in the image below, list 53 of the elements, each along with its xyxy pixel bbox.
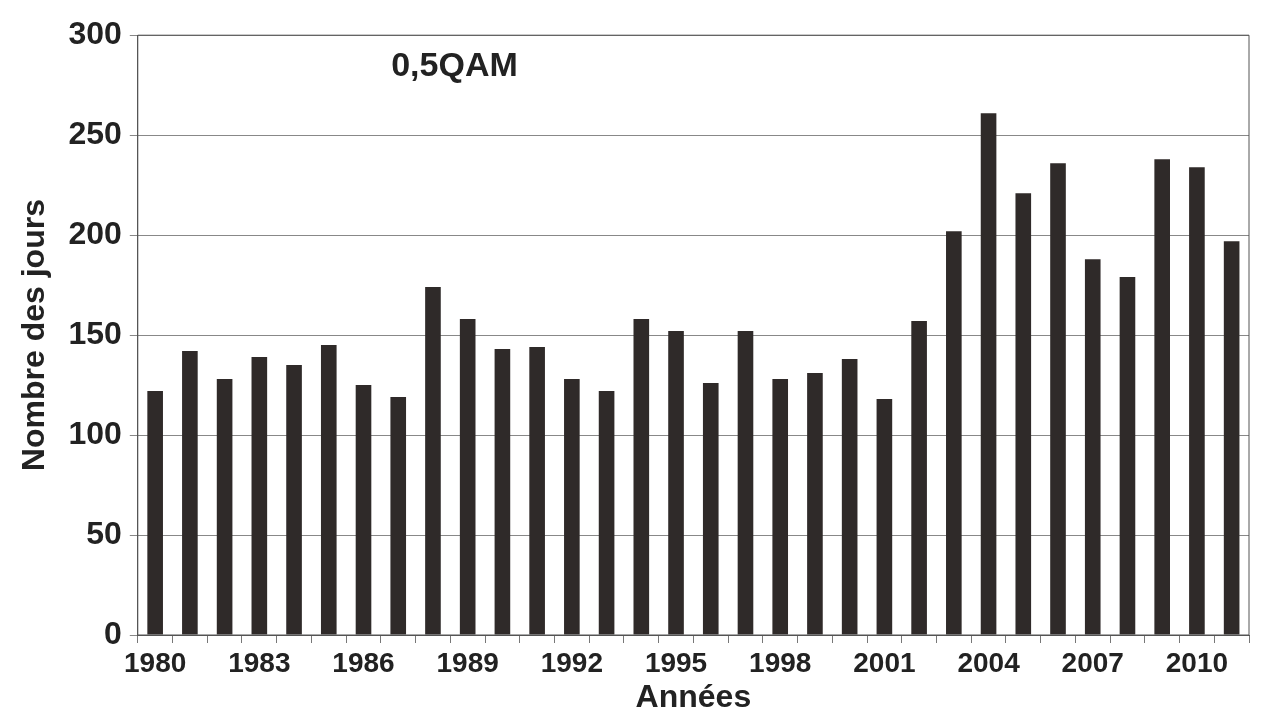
bar [1084,259,1101,635]
bar [1189,167,1205,635]
bar [980,113,997,635]
x-tick-label: 1980 [124,646,187,678]
y-tick-label: 300 [68,15,122,52]
bar [1050,163,1066,635]
x-tick-label: 1992 [540,646,604,678]
x-tick-label: 1995 [644,646,708,678]
y-tick-label: 200 [68,214,122,251]
y-tick-label: 50 [86,514,122,551]
x-tick-label: 1998 [749,646,812,678]
bar [946,231,962,635]
y-axis-title: Nombre des jours [15,199,52,472]
bar [702,383,719,635]
bar [598,391,615,635]
bar [216,379,233,635]
bar [425,287,441,635]
bar [876,399,893,635]
bar [459,319,476,635]
y-tick-label: 100 [68,414,122,451]
x-tick-label: 2004 [957,646,1021,678]
chart-title: 0,5QAM [391,44,518,83]
bar [529,347,545,635]
y-tick-label: 250 [68,114,122,151]
bar [564,379,580,635]
x-tick-label: 2007 [1061,646,1124,678]
bar [633,319,650,635]
bar [772,379,789,635]
x-tick-label: 2010 [1165,646,1229,678]
bar [807,373,823,635]
y-tick-label: 150 [68,314,122,351]
bar [911,321,927,635]
bar [147,391,163,635]
bar [668,331,684,635]
bar [286,365,302,635]
bar [1015,193,1032,635]
x-axis-title: Années [635,677,752,714]
x-tick-label: 1989 [436,646,499,678]
bar [494,349,511,635]
bar [1154,159,1170,635]
bar [1223,241,1240,635]
bar [841,359,858,635]
bar [182,351,198,635]
bar [1119,277,1136,635]
y-tick-label: 0 [103,614,122,651]
x-tick-label: 1986 [332,646,395,678]
bar [251,357,268,635]
bar [390,397,407,635]
x-tick-label: 1983 [228,646,291,678]
bar [737,331,754,635]
bar [320,345,337,635]
bar [355,385,372,635]
x-tick-label: 2001 [853,646,916,678]
